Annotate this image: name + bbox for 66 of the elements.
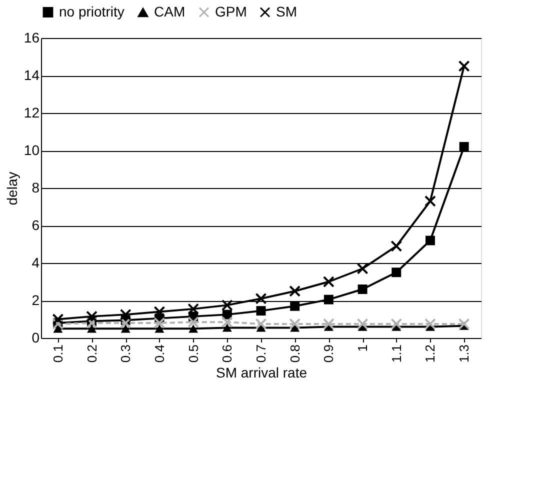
legend-label: no priotrity	[59, 3, 124, 20]
y-tick-label: 2	[32, 292, 40, 308]
x-axis-title: SM arrival rate	[216, 364, 308, 381]
x-tick-label: 0.6	[220, 344, 235, 363]
x-tick-label: 0.4	[152, 344, 167, 363]
point	[289, 318, 301, 330]
point	[256, 306, 266, 316]
legend-label: CAM	[154, 4, 186, 20]
y-tick-label: 10	[24, 142, 40, 158]
point	[425, 236, 435, 246]
y-tick-label: 6	[32, 217, 40, 233]
point	[322, 276, 334, 288]
y-tick-label: 8	[32, 180, 40, 196]
x-tick-label: 0.7	[254, 344, 268, 363]
point	[322, 318, 334, 330]
x-tick-label: 1.3	[456, 344, 472, 363]
point	[154, 306, 166, 318]
point	[392, 268, 402, 278]
x-tick-label: 0.1	[50, 344, 66, 363]
point	[222, 324, 232, 332]
point	[256, 324, 266, 332]
point	[356, 318, 368, 330]
point	[255, 318, 267, 330]
point	[290, 301, 300, 311]
point	[458, 318, 470, 330]
legend-label: SM	[276, 3, 297, 20]
point	[356, 262, 368, 274]
point	[289, 285, 301, 297]
y-tick-label: 4	[32, 254, 40, 270]
legend-label: GPM	[215, 3, 247, 20]
y-tick-label: 12	[24, 104, 40, 120]
point	[324, 294, 334, 304]
point	[120, 308, 132, 320]
point	[52, 314, 64, 325]
point	[120, 324, 130, 333]
x-tick-label: 0.9	[321, 344, 336, 363]
x-tick-label: 0.3	[118, 344, 134, 363]
point	[358, 284, 368, 294]
point	[87, 324, 97, 333]
point	[188, 324, 198, 333]
point	[390, 318, 402, 330]
point	[424, 195, 436, 207]
point	[86, 317, 98, 329]
point	[188, 303, 200, 315]
x-tick-label: 0.5	[186, 344, 201, 363]
y-tick-label: 14	[24, 67, 40, 83]
x-tick-label: 1	[355, 344, 370, 352]
x-tick-label: 0.8	[287, 344, 302, 363]
point	[154, 317, 166, 329]
x-tick-label: 0.2	[84, 344, 100, 363]
point	[459, 142, 469, 152]
y-tick-label: 0	[32, 330, 40, 346]
point	[255, 292, 267, 304]
point	[120, 317, 132, 329]
point	[390, 240, 402, 252]
point	[221, 316, 233, 328]
point	[458, 60, 470, 72]
x-tick-label: 1.1	[388, 344, 404, 363]
y-axis-title: delay	[4, 172, 20, 206]
point	[424, 318, 436, 330]
x-tick-label: 1.2	[422, 344, 438, 363]
point	[221, 299, 233, 311]
point	[86, 310, 98, 322]
y-tick-label: 16	[24, 30, 40, 46]
point	[188, 316, 200, 328]
point	[154, 324, 164, 333]
